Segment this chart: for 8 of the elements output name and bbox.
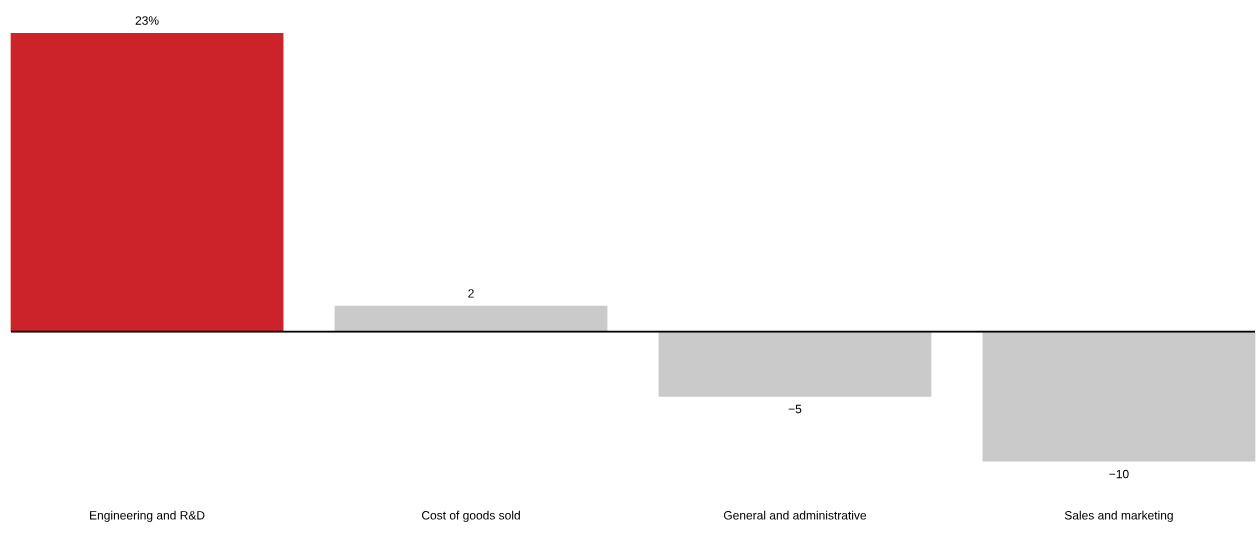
data-label: 23% <box>135 16 159 25</box>
data-label: −5 <box>788 405 802 414</box>
data-label: 2 <box>468 289 474 298</box>
x-tick-label: Cost of goods sold <box>421 510 520 523</box>
x-tick-label: General and administrative <box>723 510 867 520</box>
x-tick-label: Sales and marketing <box>1064 510 1173 523</box>
data-label: −10 <box>1109 470 1129 479</box>
x-tick-label: Engineering and R&D <box>90 510 205 523</box>
